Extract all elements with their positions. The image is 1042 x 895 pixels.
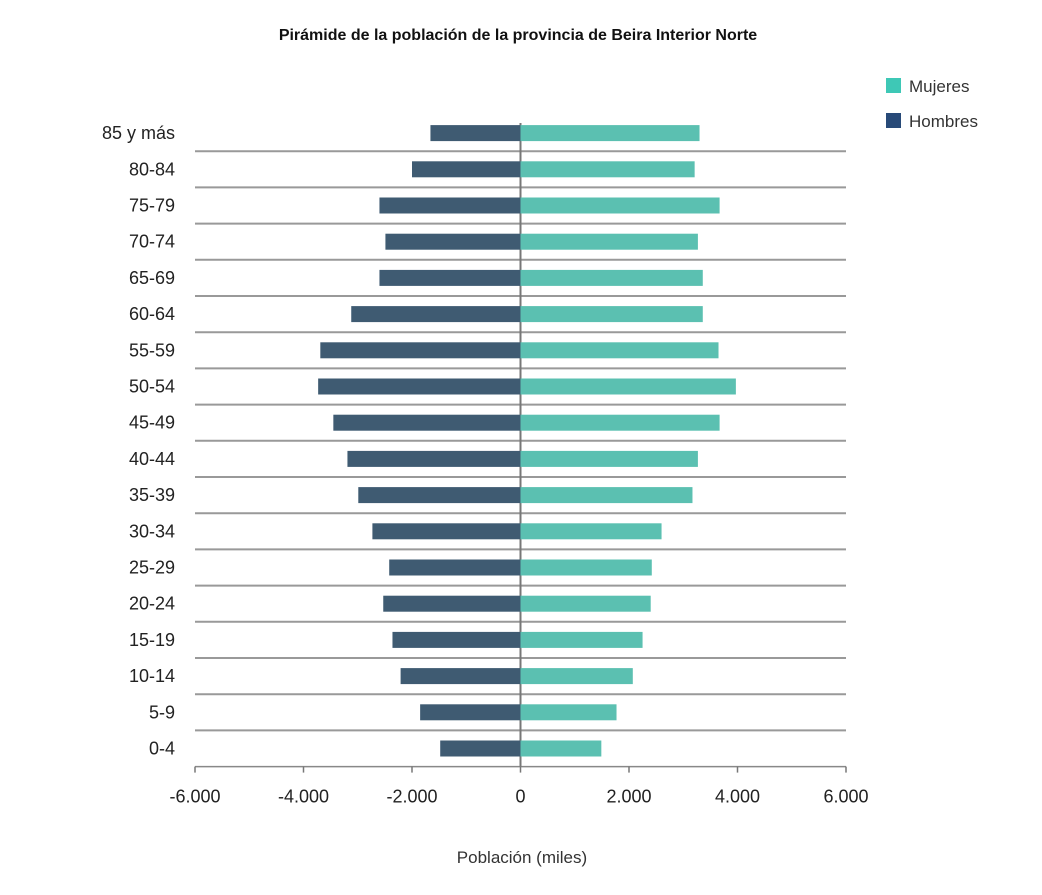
category-label: 75-79 [129,196,175,216]
x-tick-label: 0 [515,787,525,807]
bar-hombres [358,487,521,504]
category-label: 20-24 [129,594,175,614]
bar-mujeres [520,125,700,142]
category-label: 45-49 [129,413,175,433]
category-label: 5-9 [149,702,175,722]
category-label: 70-74 [129,232,175,252]
bar-hombres [392,631,521,648]
bar-mujeres [520,595,651,612]
bar-hombres [379,197,521,214]
bar-mujeres [520,233,698,250]
x-tick-label: 4.000 [715,787,760,807]
x-tick-label: 2.000 [606,787,651,807]
x-tick-label: -2.000 [386,787,437,807]
category-label: 80-84 [129,159,175,179]
legend-swatch-hombres [886,113,901,128]
bar-hombres [379,269,521,286]
x-tick-label: -6.000 [169,787,220,807]
x-tick-label: 6.000 [823,787,868,807]
bar-mujeres [520,378,736,395]
bar-hombres [318,378,521,395]
category-label: 0-4 [149,739,175,759]
category-label: 25-29 [129,558,175,578]
category-label: 10-14 [129,666,175,686]
bar-hombres [412,161,521,178]
bar-mujeres [520,704,617,721]
category-label: 85 y más [102,123,175,143]
category-label: 65-69 [129,268,175,288]
bar-hombres [420,704,521,721]
legend-swatch-mujeres [886,78,901,93]
bar-mujeres [520,631,643,648]
category-label: 60-64 [129,304,175,324]
bar-hombres [351,306,521,323]
category-label: 50-54 [129,377,175,397]
category-label: 30-34 [129,521,175,541]
bar-hombres [320,342,521,359]
bar-hombres [440,740,521,757]
bar-hombres [385,233,521,250]
category-label: 40-44 [129,449,175,469]
bar-hombres [333,414,521,431]
bar-hombres [372,523,521,540]
bar-mujeres [520,740,602,757]
category-label: 35-39 [129,485,175,505]
bar-mujeres [520,450,698,467]
bar-mujeres [520,342,719,359]
bar-hombres [347,450,521,467]
bar-mujeres [520,161,695,178]
x-axis-label: Población (miles) [457,848,587,867]
bar-mujeres [520,523,662,540]
bar-mujeres [520,487,693,504]
category-label: 15-19 [129,630,175,650]
bar-hombres [389,559,521,576]
bar-hombres [430,125,521,142]
bar-mujeres [520,269,703,286]
legend-label-hombres: Hombres [909,112,978,131]
bar-hombres [383,595,521,612]
legend-label-mujeres: Mujeres [909,77,969,96]
bar-mujeres [520,306,703,323]
category-label: 55-59 [129,340,175,360]
bar-mujeres [520,668,633,685]
x-tick-label: -4.000 [278,787,329,807]
bar-mujeres [520,414,720,431]
bar-mujeres [520,197,720,214]
bar-hombres [400,668,521,685]
bar-mujeres [520,559,652,576]
chart-title: Pirámide de la población de la provincia… [279,27,757,44]
